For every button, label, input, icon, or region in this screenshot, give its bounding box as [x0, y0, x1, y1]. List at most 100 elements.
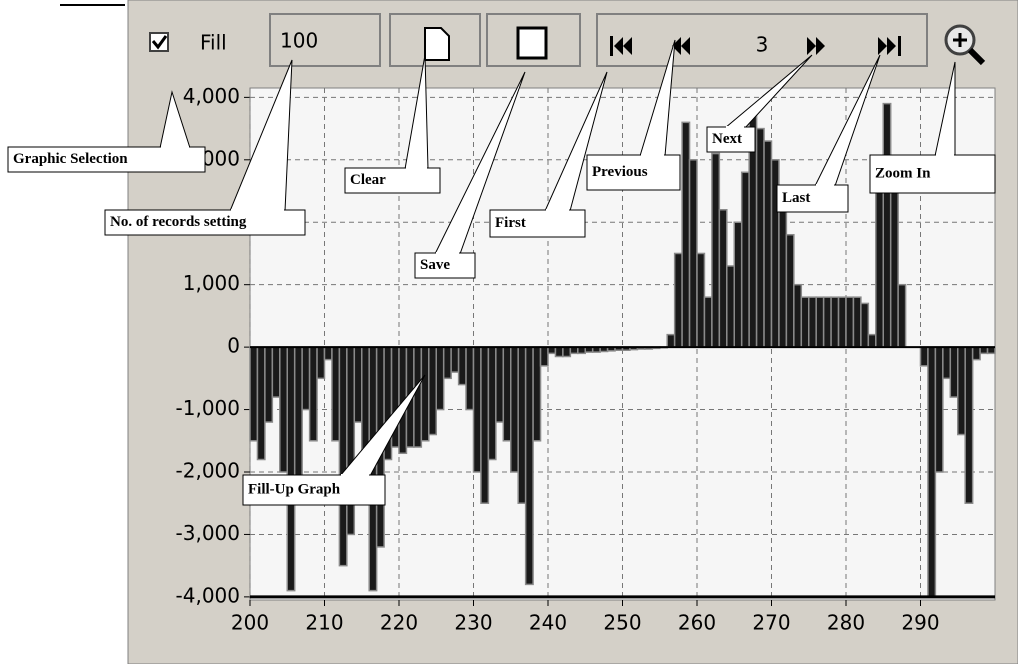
- bar: [346, 346, 356, 536]
- x-tick-label: 200: [231, 611, 269, 635]
- bar: [860, 302, 870, 348]
- bar: [413, 346, 423, 448]
- x-tick-label: 290: [901, 611, 939, 635]
- bar: [808, 296, 817, 348]
- bar: [964, 346, 974, 504]
- bar: [524, 346, 534, 586]
- page-number: 3: [756, 33, 769, 57]
- bar: [942, 346, 952, 380]
- callout-box: [776, 184, 849, 213]
- callout-box: [869, 154, 996, 194]
- x-tick-label: 250: [603, 611, 641, 635]
- bar: [919, 346, 929, 367]
- callout-box: [586, 154, 681, 191]
- bar: [472, 346, 482, 473]
- bar: [256, 346, 266, 461]
- bar: [562, 346, 572, 358]
- callout-label: Next: [712, 131, 742, 147]
- records-value: 100: [280, 29, 318, 53]
- y-tick-label: 0: [227, 334, 240, 358]
- next-button[interactable]: [807, 37, 825, 55]
- bar: [286, 346, 296, 592]
- bar: [793, 283, 803, 348]
- last-button[interactable]: [878, 37, 896, 55]
- callout-label: No. of records setting: [110, 214, 247, 230]
- callouts: Graphic Selection No. of records setting C…: [7, 39, 996, 506]
- bar: [554, 346, 564, 358]
- bar: [308, 346, 318, 442]
- bar: [331, 346, 341, 442]
- bar: [889, 190, 899, 348]
- bar: [763, 140, 773, 348]
- fill-label: Fill: [200, 31, 227, 55]
- y-tick-label: -1,000: [176, 396, 240, 420]
- bar: [495, 346, 505, 423]
- callout-box: [104, 209, 306, 236]
- bar: [517, 346, 527, 504]
- bar: [845, 296, 855, 348]
- callout-box: [7, 146, 206, 173]
- bar: [450, 346, 460, 373]
- previous-button[interactable]: [672, 37, 690, 55]
- bar: [867, 333, 877, 348]
- bar: [971, 346, 981, 361]
- callout-label: Save: [420, 257, 450, 273]
- first-button[interactable]: [614, 37, 632, 55]
- bar: [785, 233, 795, 348]
- bar: [882, 102, 892, 348]
- bar: [532, 346, 542, 442]
- check-mark: [151, 35, 168, 50]
- callout-label: First: [495, 215, 526, 231]
- bar: [875, 190, 884, 348]
- bar: [815, 296, 825, 348]
- x-tick-label: 270: [752, 611, 790, 635]
- callout-box: [706, 126, 756, 153]
- bar: [502, 346, 512, 442]
- bar: [264, 346, 274, 423]
- bar: [673, 252, 683, 348]
- bar: [428, 346, 437, 436]
- callout-box: [344, 167, 441, 194]
- bar: [480, 346, 490, 504]
- bar: [666, 333, 676, 348]
- nav-bar: [596, 13, 928, 67]
- bar: [822, 296, 832, 348]
- bar: [927, 346, 937, 598]
- callout-label: Graphic Selection: [13, 151, 128, 167]
- zoom-in-button[interactable]: [944, 24, 986, 66]
- bar: [420, 346, 430, 442]
- bar: [949, 346, 959, 398]
- bar: [301, 346, 311, 411]
- bar: [510, 346, 519, 473]
- nav-icons: [610, 36, 901, 56]
- bar: [711, 152, 721, 348]
- y-tick-label: -2,000: [176, 459, 240, 483]
- x-tick-label: 220: [380, 611, 418, 635]
- x-tick-label: 210: [305, 611, 343, 635]
- bar: [271, 346, 281, 398]
- callout-label: Fill-Up Graph: [248, 481, 341, 497]
- bar: [688, 159, 698, 348]
- bar: [442, 346, 452, 380]
- bar: [353, 346, 363, 423]
- bar: [696, 252, 706, 348]
- bar: [316, 346, 326, 380]
- bar: [681, 121, 691, 348]
- x-tick-label: 230: [454, 611, 492, 635]
- clear-icon: [424, 27, 450, 61]
- bar: [852, 296, 862, 348]
- bar: [487, 346, 497, 461]
- bar: [465, 346, 475, 411]
- bar: [338, 346, 348, 567]
- bar: [457, 346, 467, 386]
- bar: [957, 346, 966, 436]
- bar: [435, 346, 445, 411]
- callout-box: [242, 474, 386, 506]
- y-tick-label: -4,000: [176, 583, 240, 607]
- bar: [703, 296, 713, 348]
- callout-label: Clear: [350, 172, 386, 188]
- records-input[interactable]: [269, 13, 381, 67]
- bar: [755, 127, 765, 348]
